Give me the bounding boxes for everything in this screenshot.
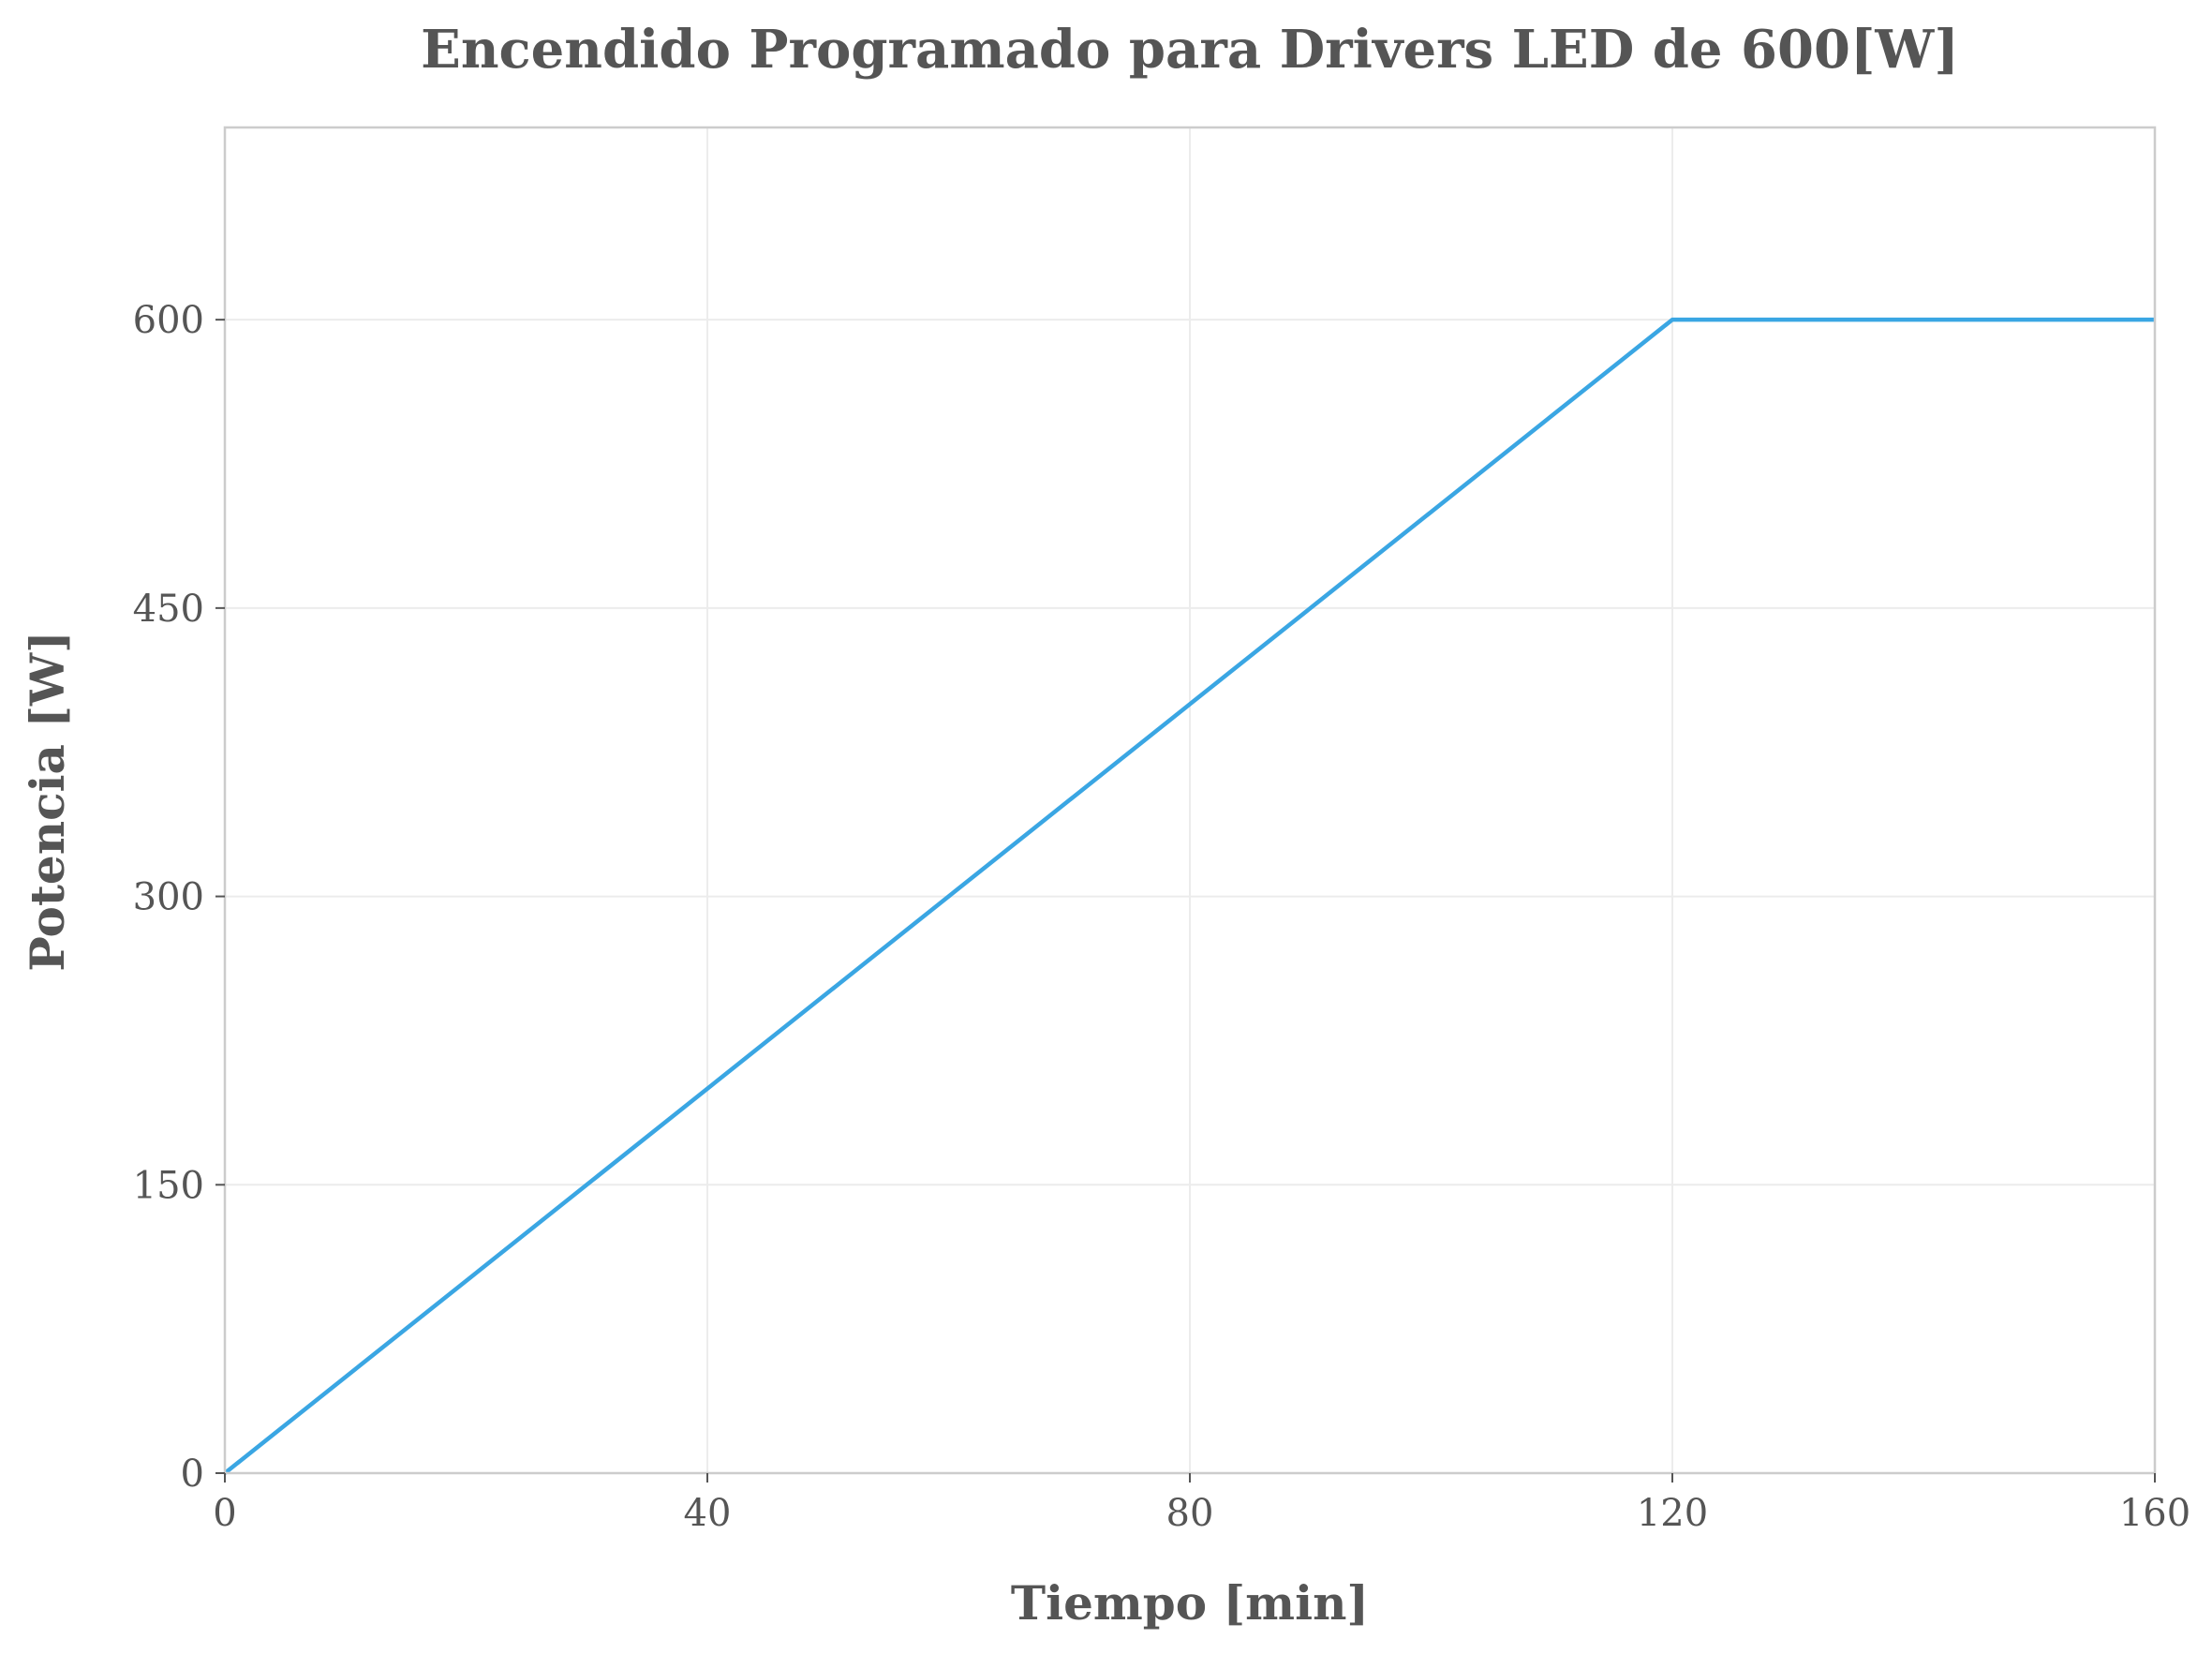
- x-tick-label: 120: [1637, 1492, 1708, 1535]
- x-axis-label: Tiempo [min]: [1011, 1575, 1369, 1631]
- y-tick-label: 0: [181, 1453, 204, 1496]
- y-tick-label: 450: [133, 588, 204, 631]
- x-tick-label: 40: [684, 1492, 732, 1535]
- chart-title: Encendido Programado para Drivers LED de…: [421, 19, 1959, 81]
- x-tick-label: 160: [2119, 1492, 2190, 1535]
- axes: 0 40 80 120 160 0 150 300 450 600: [133, 126, 2190, 1535]
- series-layer: [223, 317, 2155, 1475]
- series-line-0: [223, 317, 2155, 1475]
- y-tick-label: 600: [133, 299, 204, 342]
- y-tick-label: 150: [133, 1164, 204, 1207]
- grid: [224, 127, 2156, 1474]
- x-tick-label: 80: [1166, 1492, 1214, 1535]
- x-tick-label: 0: [213, 1492, 236, 1535]
- y-tick-label: 300: [133, 876, 204, 919]
- y-axis-label: Potencia [W]: [20, 631, 75, 972]
